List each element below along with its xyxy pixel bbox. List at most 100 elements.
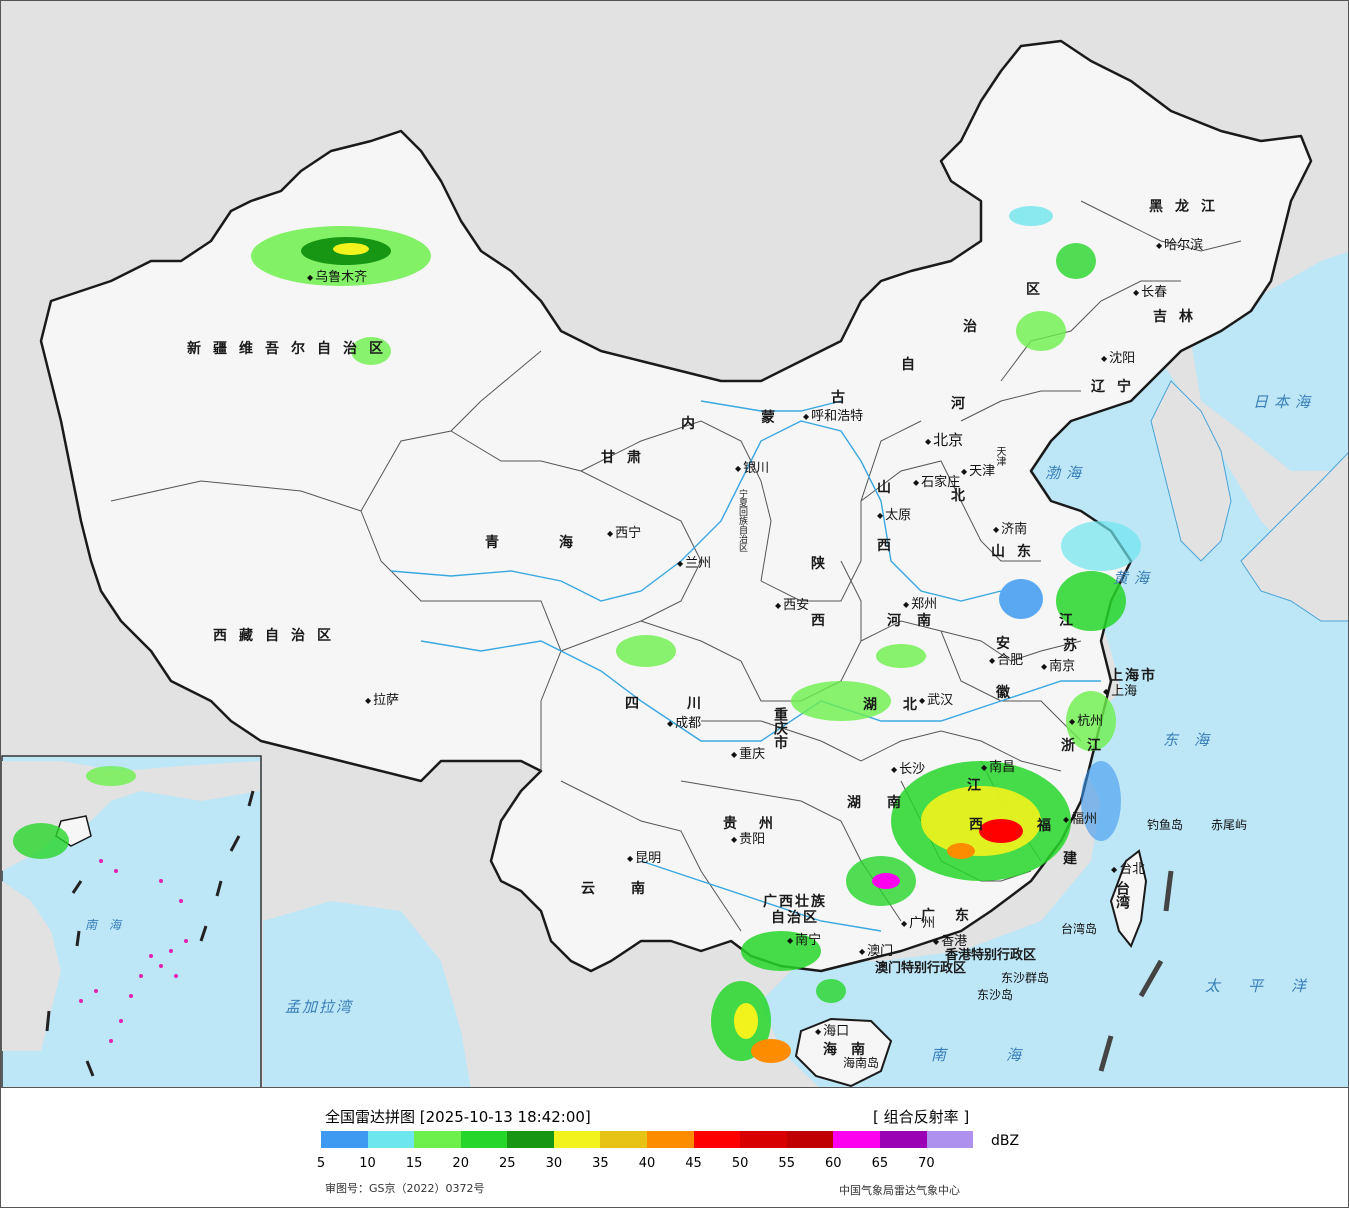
province-label-guizhou: 贵州 — [723, 816, 795, 832]
city-guiyang: 贵阳 — [731, 833, 765, 846]
province-label-heilongjiang: 黑龙江 — [1149, 199, 1227, 215]
province-label-jiangsu-2: 苏 — [1063, 638, 1089, 654]
legend-color-bar — [321, 1131, 974, 1148]
island-diaoyu: 钓鱼岛 — [1147, 818, 1184, 832]
radar-echoes — [251, 206, 1141, 1063]
province-label-tianjin: 天津 — [994, 446, 1005, 466]
city-jinan: 济南 — [993, 523, 1027, 536]
province-label-guangxi-2: 自治区 — [771, 910, 819, 926]
island-taiwan: 台湾岛 — [1061, 922, 1098, 936]
city-xian: 西安 — [775, 599, 809, 612]
province-label-fujian-1: 福 — [1037, 818, 1063, 834]
legend-tick-label: 5 — [316, 1156, 326, 1171]
inset-sea-label-south-sea: 南海 — [85, 918, 134, 932]
agency-credit: 中国气象局雷达气象中心 — [839, 1184, 960, 1197]
province-label-neimenggu-1: 内 — [681, 416, 707, 432]
city-macau: 澳门 — [859, 945, 893, 958]
ocean-bengal — [263, 901, 471, 1087]
legend-tick-label: 60 — [825, 1156, 842, 1171]
sea-label-bohai: 渤海 — [1045, 464, 1088, 482]
city-nanning: 南宁 — [787, 934, 821, 947]
province-label-gansu: 甘肃 — [601, 450, 653, 466]
province-label-hebei-2: 北 — [951, 488, 977, 504]
map-approval-number: 审图号：GS京（2022）0372号 — [325, 1182, 485, 1195]
legend-tick-label: 40 — [638, 1156, 656, 1171]
legend-title: 全国雷达拼图 [2025-10-13 18:42:00] — [325, 1108, 591, 1126]
sea-label-bengal: 孟加拉湾 — [285, 998, 354, 1016]
legend-tick-label: 15 — [405, 1156, 423, 1171]
legend-swatch — [740, 1131, 787, 1148]
legend-swatch — [321, 1131, 368, 1148]
province-label-shandong: 山东 — [991, 544, 1043, 560]
legend-swatch — [414, 1131, 461, 1148]
province-label-hebei-1: 河 — [951, 396, 977, 412]
legend-tick-label: 45 — [685, 1156, 702, 1171]
south-sea-inset — [1, 755, 262, 1087]
province-label-neimenggu-3: 古 — [831, 390, 857, 406]
province-label-shanghai: 上海市 — [1109, 668, 1157, 684]
city-beijing: 北京 — [925, 433, 963, 448]
city-yinchuan: 银川 — [735, 462, 769, 475]
province-label-xizang: 西藏自治区 — [213, 628, 343, 644]
city-shijiazhuang: 石家庄 — [913, 476, 960, 489]
province-label-shanxi-1: 山 — [877, 480, 903, 496]
city-hongkong: 香港 — [933, 935, 967, 948]
city-hohhot: 呼和浩特 — [803, 410, 863, 423]
province-label-sichuan: 四川 — [625, 696, 749, 712]
city-changchun: 长春 — [1133, 286, 1167, 299]
sea-label-japan-sea: 日本海 — [1253, 393, 1317, 411]
province-label-neimenggu-6: 区 — [1026, 282, 1052, 298]
province-label-zhejiang: 浙江 — [1061, 738, 1113, 754]
city-fuzhou: 福州 — [1063, 813, 1097, 826]
korea-land — [1150, 380, 1232, 562]
legend-tick-label: 10 — [359, 1156, 376, 1171]
island-dongsha: 东沙岛 — [977, 988, 1014, 1002]
legend-swatch — [693, 1131, 741, 1148]
province-label-shaanxi-2: 西 — [811, 613, 837, 629]
province-label-chongqing: 重庆市 — [772, 707, 788, 749]
province-label-anhui-2: 徽 — [996, 685, 1022, 701]
city-zhengzhou: 郑州 — [903, 598, 937, 611]
province-label-ningxia: 宁夏回族自治区 — [737, 489, 747, 552]
province-label-hainan: 海南 — [823, 1042, 879, 1058]
province-label-fujian-2: 建 — [1063, 851, 1089, 867]
city-nanjing: 南京 — [1041, 660, 1075, 673]
city-lanzhou: 兰州 — [677, 557, 711, 570]
province-label-liaoning: 辽宁 — [1091, 379, 1143, 395]
province-label-hunan: 湖南 — [847, 795, 927, 811]
legend-swatch — [367, 1131, 415, 1148]
legend-tick-label: 20 — [452, 1156, 469, 1171]
province-label-neimenggu-4: 自 — [901, 357, 927, 373]
province-label-taiwan: 台湾 — [1114, 881, 1130, 909]
province-label-yunnan: 云南 — [581, 881, 681, 897]
city-taiyuan: 太原 — [877, 509, 911, 522]
province-label-shaanxi-1: 陕 — [811, 556, 837, 572]
city-harbin: 哈尔滨 — [1156, 239, 1203, 252]
legend-tick-label: 25 — [499, 1156, 516, 1171]
legend-tick-label: 30 — [545, 1156, 563, 1171]
radar-map: 新疆维吾尔自治区 西藏自治区 青海 甘肃 内 蒙 古 自 治 区 黑龙江 吉林 … — [0, 0, 1349, 1088]
city-shanghai: 上海 — [1103, 685, 1137, 698]
legend-tick-label: 65 — [871, 1156, 889, 1171]
province-label-jiangxi-1: 江 — [967, 778, 993, 794]
legend-swatch — [553, 1131, 601, 1148]
sar-label-hongkong: 香港特别行政区 — [945, 948, 1037, 963]
island-chiwei: 赤尾屿 — [1211, 818, 1248, 832]
legend-swatch — [647, 1131, 694, 1148]
province-label-guangxi-1: 广西壮族 — [763, 894, 827, 910]
city-taibei: 台北 — [1111, 863, 1145, 876]
city-nanchang: 南昌 — [981, 761, 1015, 774]
legend-product: [ 组合反射率 ] — [873, 1108, 970, 1126]
city-chongqing: 重庆 — [731, 748, 765, 761]
legend-tick-label: 70 — [918, 1156, 935, 1171]
legend-swatch — [600, 1131, 648, 1148]
legend-swatch — [833, 1131, 880, 1148]
japan-land — [1240, 452, 1348, 622]
sar-label-macau: 澳门特别行政区 — [875, 961, 967, 976]
legend-tick-label: 50 — [731, 1156, 749, 1171]
province-label-neimenggu-2: 蒙 — [761, 410, 787, 426]
city-lhasa: 拉萨 — [365, 694, 399, 707]
maritime-boundary — [1098, 870, 1174, 1072]
province-label-henan: 河南 — [887, 613, 947, 629]
island-dongsha-islands: 东沙群岛 — [1001, 971, 1050, 985]
